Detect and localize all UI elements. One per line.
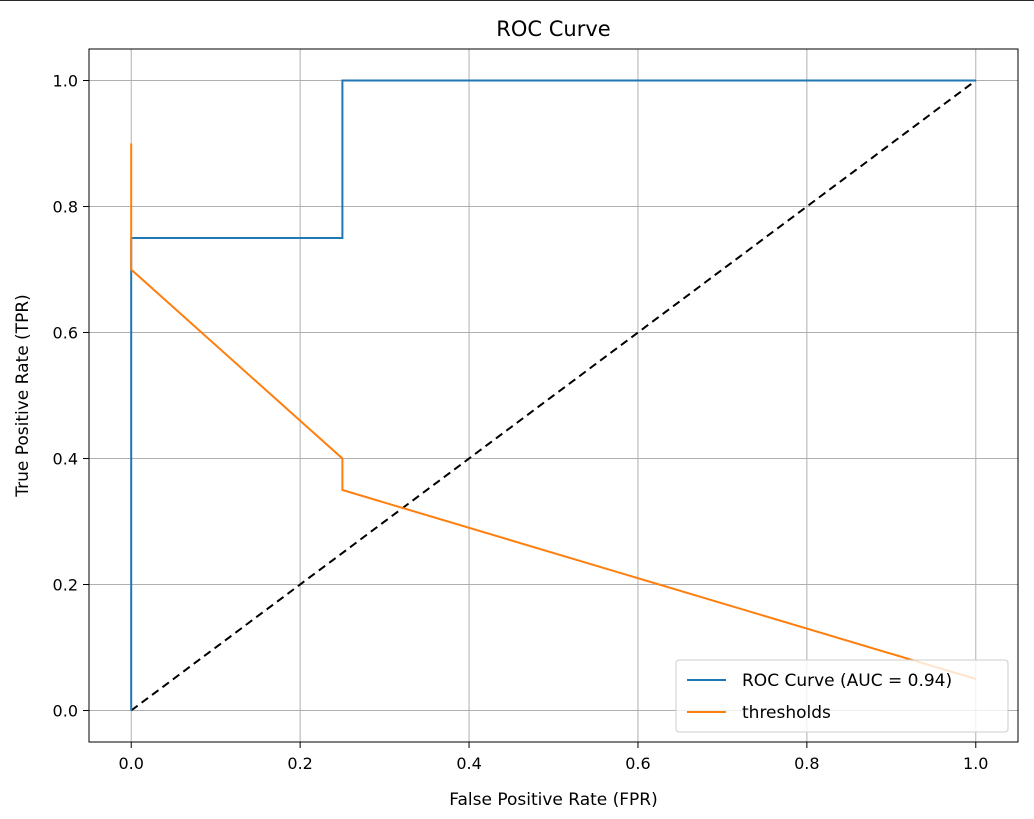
legend-label-thresholds: thresholds (742, 703, 831, 723)
x-tick-label: 1.0 (963, 754, 988, 773)
y-tick-label: 1.0 (53, 72, 78, 91)
legend: ROC Curve (AUC = 0.94) thresholds (675, 659, 1009, 733)
y-tick-label: 0.4 (53, 450, 78, 469)
series-group (130, 79, 977, 712)
x-tick-label: 0.8 (794, 754, 819, 773)
x-tick-label: 0.4 (456, 754, 481, 773)
thresholds-line (130, 143, 977, 680)
y-tick-label: 0.8 (53, 198, 78, 217)
diagonal-reference-line (130, 79, 977, 712)
chart-title: ROC Curve (496, 17, 610, 41)
y-tick-label: 0.0 (53, 702, 78, 721)
legend-label-roc: ROC Curve (AUC = 0.94) (742, 671, 952, 691)
x-tick-label: 0.0 (119, 754, 144, 773)
y-tick-label: 0.6 (53, 324, 78, 343)
plot-frame (88, 48, 1019, 743)
y-axis-label: True Positive Rate (TPR) (13, 294, 33, 498)
axis-ticks: 0.0 0.2 0.4 0.6 0.8 1.0 0.0 0.2 0.4 0.6 0.8 1.0 (53, 72, 989, 774)
window-top-border (0, 0, 1034, 1)
x-tick-label: 0.6 (625, 754, 650, 773)
x-tick-label: 0.2 (287, 754, 312, 773)
y-tick-label: 0.2 (53, 576, 78, 595)
roc-curve-line (130, 79, 976, 711)
legend-box (675, 659, 1009, 733)
x-axis-label: False Positive Rate (FPR) (449, 790, 658, 810)
